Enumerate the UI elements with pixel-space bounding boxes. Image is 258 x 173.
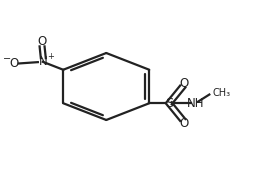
Text: +: + [47,52,54,61]
Text: CH₃: CH₃ [213,88,231,98]
Text: N: N [38,55,47,68]
Text: O: O [37,35,46,48]
Text: O: O [179,116,189,130]
Text: O: O [10,57,19,70]
Text: NH: NH [187,97,204,110]
Text: S: S [165,97,173,110]
Text: O: O [179,77,189,90]
Text: −: − [3,54,11,64]
